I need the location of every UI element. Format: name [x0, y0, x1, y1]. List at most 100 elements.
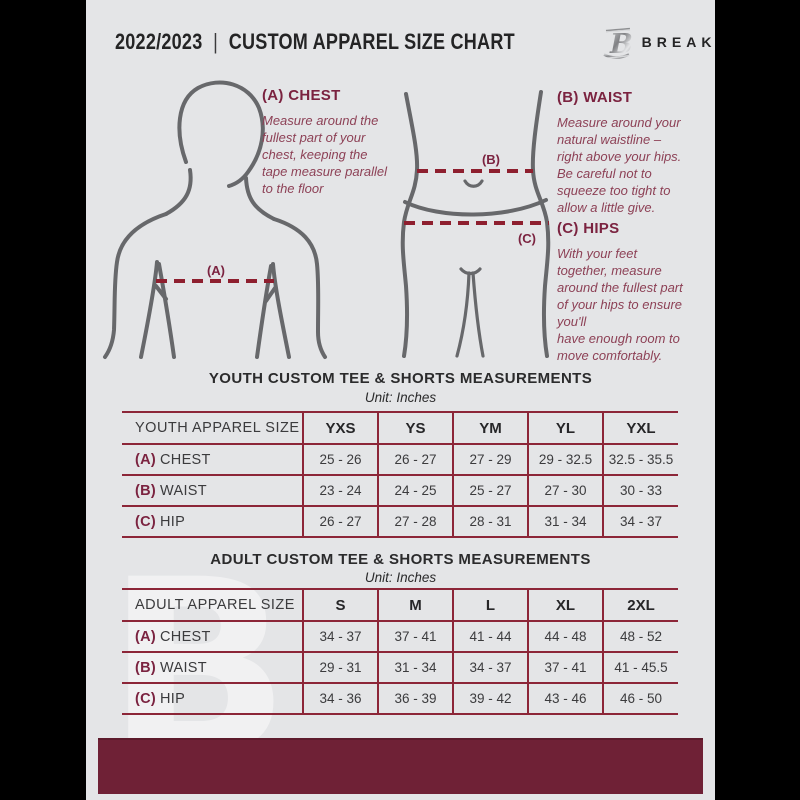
cell: 26 - 27	[302, 505, 378, 538]
cell: 29 - 31	[302, 651, 378, 683]
row-label-text: WAIST	[160, 659, 207, 676]
cell: 41 - 45.5	[602, 651, 678, 683]
waist-line-label: (B)	[482, 152, 500, 167]
chest-line-label: (A)	[207, 263, 225, 278]
row-prefix: (A)	[135, 628, 157, 645]
youth-size-ys: YS	[377, 411, 453, 444]
youth-table-unit: Unit: Inches	[364, 390, 437, 405]
row-prefix: (B)	[135, 659, 157, 676]
adult-size-table: ADULT APPAREL SIZE S M L XL 2XL (A) CHEST…	[122, 588, 678, 715]
adult-header-row: ADULT APPAREL SIZE S M L XL 2XL	[122, 588, 678, 621]
upper-body-figure	[103, 80, 327, 359]
chest-instruction-body: Measure around the fullest part of your …	[262, 113, 388, 196]
cell: 32.5 - 35.5	[602, 443, 678, 475]
row-label: (A) CHEST	[122, 443, 303, 475]
cell: 30 - 33	[602, 474, 678, 506]
adult-size-xl: XL	[527, 588, 603, 621]
cell: 46 - 50	[602, 682, 678, 715]
row-label: (B) WAIST	[122, 474, 303, 506]
adult-waist-row: (B) WAIST 29 - 31 31 - 34 34 - 37 37 - 41…	[122, 651, 678, 683]
youth-size-table: YOUTH APPAREL SIZE YXS YS YM YL YXL (A) C…	[122, 411, 678, 538]
row-label-text: WAIST	[160, 482, 207, 499]
waist-instruction-block: (B) WAIST Measure around your natural wa…	[557, 89, 715, 216]
cell: 31 - 34	[377, 651, 453, 683]
cell: 41 - 44	[452, 620, 528, 652]
page-title: CUSTOM APPAREL SIZE CHART	[228, 29, 515, 54]
cell: 44 - 48	[527, 620, 603, 652]
youth-size-yl: YL	[527, 411, 603, 444]
cell: 27 - 28	[377, 505, 453, 538]
row-label-text: HIP	[160, 690, 186, 707]
size-chart-page: 2022/2023 | CUSTOM APPAREL SIZE CHART B	[86, 0, 715, 800]
page-header: 2022/2023 | CUSTOM APPAREL SIZE CHART B	[86, 22, 715, 62]
cell: 34 - 37	[602, 505, 678, 538]
row-prefix: (A)	[135, 451, 157, 468]
cell: 31 - 34	[527, 505, 603, 538]
logo-swoosh	[603, 53, 630, 59]
cell: 39 - 42	[452, 682, 528, 715]
cell: 25 - 27	[452, 474, 528, 506]
cell: 36 - 39	[377, 682, 453, 715]
hips-instruction-block: (C) HIPS With your feet together, measur…	[557, 220, 715, 364]
cell: 23 - 24	[302, 474, 378, 506]
youth-size-yxs: YXS	[302, 411, 378, 444]
youth-size-ym: YM	[452, 411, 528, 444]
cell: 48 - 52	[602, 620, 678, 652]
chest-instruction-block: (A) CHEST Measure around the fullest par…	[262, 87, 414, 197]
cell: 37 - 41	[527, 651, 603, 683]
cell: 29 - 32.5	[527, 443, 603, 475]
adult-size-label: ADULT APPAREL SIZE	[122, 588, 303, 621]
brand-name: BREAKAWAY	[641, 34, 715, 50]
hips-instruction-heading: (C) HIPS	[557, 220, 620, 237]
adult-size-l: L	[452, 588, 528, 621]
youth-size-yxl: YXL	[602, 411, 678, 444]
adult-table-title: ADULT CUSTOM TEE & SHORTS MEASUREMENTS	[210, 551, 591, 568]
row-label: (C) HIP	[122, 682, 303, 715]
chest-instruction-heading: (A) CHEST	[262, 87, 341, 104]
cell: 27 - 29	[452, 443, 528, 475]
youth-hip-row: (C) HIP 26 - 27 27 - 28 28 - 31 31 - 34 3…	[122, 505, 678, 538]
adult-size-2xl: 2XL	[602, 588, 678, 621]
cell: 27 - 30	[527, 474, 603, 506]
adult-hip-row: (C) HIP 34 - 36 36 - 39 39 - 42 43 - 46 4…	[122, 682, 678, 715]
adult-size-m: M	[377, 588, 453, 621]
cell: 37 - 41	[377, 620, 453, 652]
header-title-group: 2022/2023 | CUSTOM APPAREL SIZE CHART	[115, 29, 515, 55]
adult-size-s: S	[302, 588, 378, 621]
logo-letter: B	[609, 29, 633, 60]
hips-instruction-body: With your feet together, measure around …	[557, 246, 683, 363]
row-label-text: CHEST	[160, 628, 211, 645]
row-label-text: HIP	[160, 513, 186, 530]
waist-instruction-body: Measure around your natural waistline – …	[557, 115, 682, 215]
row-label: (A) CHEST	[122, 620, 303, 652]
cell: 24 - 25	[377, 474, 453, 506]
lower-body-figure	[400, 90, 551, 358]
cell: 34 - 37	[302, 620, 378, 652]
adult-table-unit: Unit: Inches	[364, 570, 437, 585]
row-label-text: CHEST	[160, 451, 211, 468]
youth-size-label: YOUTH APPAREL SIZE	[122, 411, 303, 444]
youth-table-title: YOUTH CUSTOM TEE & SHORTS MEASUREMENTS	[208, 370, 593, 387]
row-prefix: (B)	[135, 482, 157, 499]
cell: 28 - 31	[452, 505, 528, 538]
adult-chest-row: (A) CHEST 34 - 37 37 - 41 41 - 44 44 - 48…	[122, 620, 678, 652]
logo-top-bar	[605, 27, 630, 33]
cell: 25 - 26	[302, 443, 378, 475]
cell: 26 - 27	[377, 443, 453, 475]
row-label: (C) HIP	[122, 505, 303, 538]
row-prefix: (C)	[135, 513, 157, 530]
breakaway-logo-icon: B	[603, 27, 633, 60]
hips-line-label: (C)	[518, 231, 536, 246]
youth-header-row: YOUTH APPAREL SIZE YXS YS YM YL YXL	[122, 411, 678, 444]
cell: 43 - 46	[527, 682, 603, 715]
measurement-diagram: (A) (B) (C)	[103, 80, 551, 359]
footer-accent-bar	[98, 738, 703, 794]
cell: 34 - 37	[452, 651, 528, 683]
row-prefix: (C)	[135, 690, 157, 707]
header-year: 2022/2023	[115, 29, 203, 54]
youth-waist-row: (B) WAIST 23 - 24 24 - 25 25 - 27 27 - 30…	[122, 474, 678, 506]
cell: 34 - 36	[302, 682, 378, 715]
brand-lockup: B BREAKAWAY	[603, 24, 715, 60]
waist-instruction-heading: (B) WAIST	[557, 89, 633, 106]
row-label: (B) WAIST	[122, 651, 303, 683]
